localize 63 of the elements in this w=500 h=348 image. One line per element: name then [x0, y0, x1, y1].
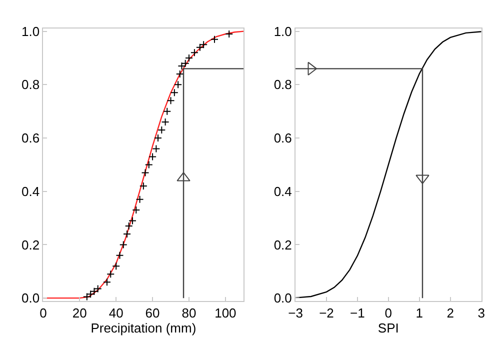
point [124, 222, 133, 230]
point [174, 80, 182, 89]
line-series [296, 30, 482, 298]
point [190, 48, 198, 57]
y-tick-label: 1.0 [22, 24, 40, 39]
point [139, 182, 148, 190]
x-tick-label: 40 [108, 305, 124, 320]
point [128, 216, 136, 225]
y-tick-label: 0.4 [274, 184, 292, 199]
point [82, 292, 91, 301]
point [102, 278, 111, 286]
y-tick-label: 0.0 [274, 290, 292, 306]
point [132, 206, 140, 214]
point [106, 270, 115, 278]
point [119, 240, 128, 249]
point [148, 152, 157, 161]
x-tick-label: −1 [350, 305, 365, 320]
point [123, 230, 132, 238]
point [176, 70, 184, 78]
x-tick-label: 3 [478, 305, 485, 320]
x-tick-label: 100 [214, 305, 236, 320]
y-tick-label: 0.6 [22, 130, 40, 146]
y-tick-label: 0.8 [274, 77, 292, 92]
point [94, 284, 102, 293]
point [196, 43, 204, 52]
x-tick-label: 60 [145, 305, 160, 320]
point [163, 107, 172, 116]
x-tick-label: 0 [384, 305, 392, 320]
point [116, 251, 124, 260]
x-tick-label: −2 [319, 305, 334, 320]
y-tick-label: 0.2 [274, 237, 292, 252]
x-tick-label: 20 [72, 305, 87, 320]
x-axis-title: Precipitation (mm) [90, 320, 196, 336]
x-axis-title: SPI [378, 320, 399, 336]
x-tick-label: 2 [446, 305, 454, 320]
point [112, 262, 120, 270]
point [154, 134, 162, 142]
point [161, 118, 170, 126]
point [225, 30, 234, 38]
point [90, 287, 98, 296]
point [170, 88, 178, 97]
point [136, 195, 144, 204]
x-tick-label: 1 [416, 305, 424, 320]
x-tick-label: −3 [288, 305, 303, 320]
point [184, 54, 193, 62]
y-tick-label: 0.6 [274, 130, 292, 146]
point [144, 160, 153, 169]
y-tick-label: 0.4 [22, 184, 40, 199]
point [86, 290, 95, 298]
y-tick-label: 1.0 [274, 24, 292, 39]
point [178, 62, 186, 70]
point [200, 40, 208, 49]
y-tick-label: 0.8 [22, 77, 40, 92]
point [158, 126, 166, 134]
point [181, 59, 190, 68]
x-tick-label: 80 [182, 305, 196, 320]
point [152, 144, 160, 153]
y-tick-label: 0.2 [22, 237, 40, 252]
point [210, 35, 219, 44]
point [141, 168, 150, 177]
y-tick-label: 0.0 [22, 290, 40, 306]
x-tick-label: 0 [40, 305, 47, 320]
point [166, 96, 175, 105]
